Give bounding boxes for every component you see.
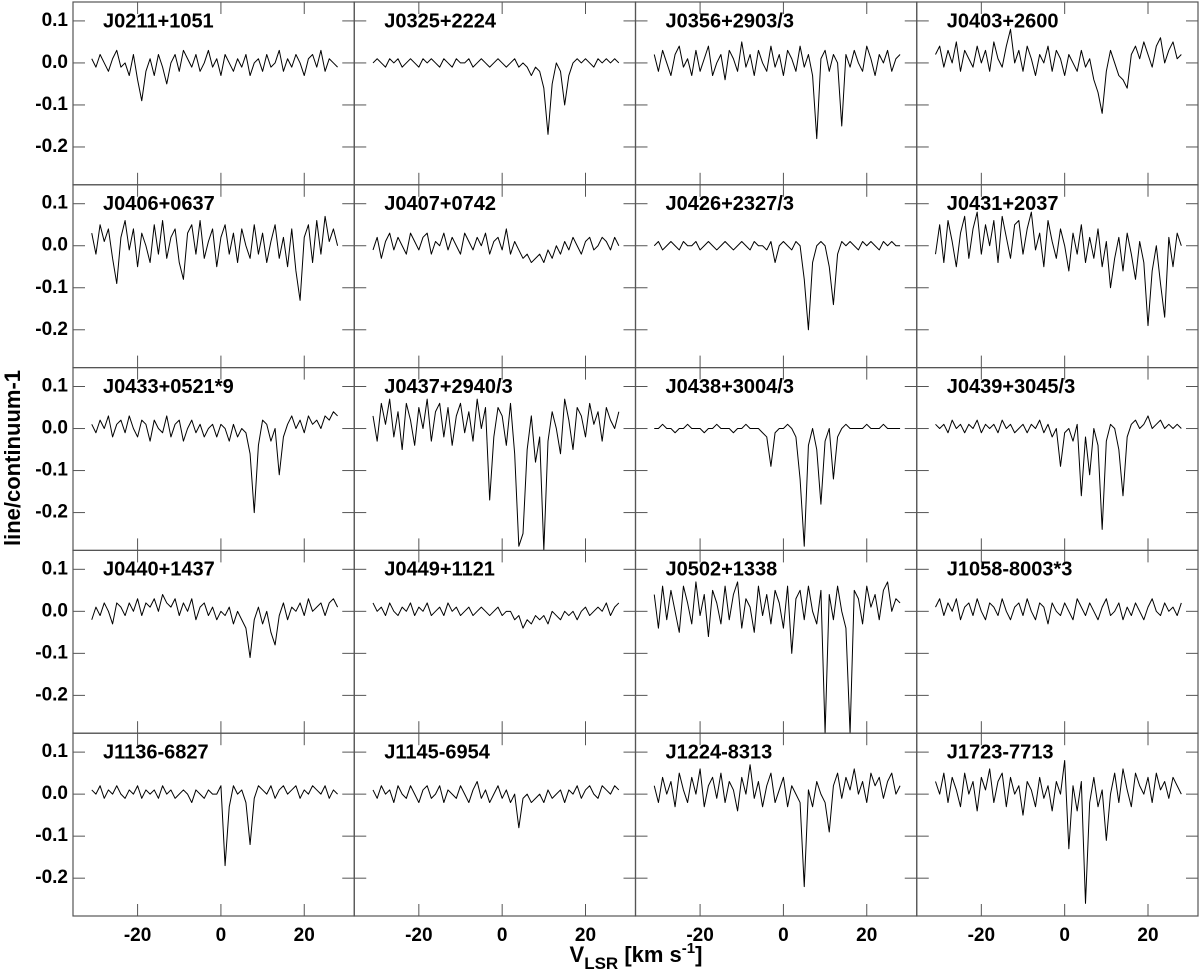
y-tick-label: -0.2: [35, 319, 68, 340]
spectrum-line: [654, 423, 901, 547]
x-label-sup: -1: [682, 940, 695, 957]
x-tick-label: -20: [686, 925, 713, 946]
x-tick-label: 20: [856, 925, 877, 946]
x-tick-label: 20: [575, 925, 596, 946]
panel-title: J0440+1437: [103, 559, 215, 581]
panel-title: J0407+0742: [384, 193, 496, 215]
panel-title: J1136-6827: [103, 741, 209, 763]
panel-title: J0439+3045/3: [947, 376, 1075, 398]
panel-title: J0449+1121: [384, 559, 495, 581]
y-tick-label: 0.1: [42, 376, 69, 397]
x-tick-label: -20: [968, 925, 995, 946]
y-tick-label: -0.1: [35, 825, 68, 846]
panel-title: J0426+2327/3: [666, 193, 794, 215]
spectrum-line: [372, 398, 620, 551]
spectrum-line: [935, 211, 1182, 327]
y-tick-label: -0.1: [35, 94, 68, 115]
x-label-part: V: [570, 942, 585, 967]
x-tick-label: 0: [497, 925, 508, 946]
y-tick-label: 0.0: [42, 783, 68, 804]
spectrum-line: [91, 594, 339, 659]
y-tick-label: -0.2: [35, 136, 68, 157]
spectrum-line: [935, 28, 1182, 114]
y-tick-label: -0.2: [35, 502, 68, 523]
panel-title: J0356+2903/3: [666, 10, 794, 32]
y-tick-label: -0.1: [35, 460, 68, 481]
panel-title: J0438+3004/3: [666, 376, 794, 398]
x-axis-label: VLSR [km s-1]: [570, 940, 703, 973]
panel-title: J0325+2224: [384, 10, 497, 32]
y-axis-label: line/continuum-1: [0, 370, 25, 546]
panel-title: J1058-8003*3: [947, 559, 1073, 581]
spectrum-line: [935, 415, 1182, 530]
spectrum-line: [372, 602, 620, 629]
panel-title: J0502+1338: [666, 559, 778, 581]
panel-title: J1224-8313: [666, 741, 773, 763]
spectrum-line: [935, 598, 1182, 625]
y-tick-label: -0.1: [35, 642, 68, 663]
y-tick-label: -0.1: [35, 277, 68, 298]
x-label-sub: LSR: [584, 954, 618, 973]
panel-title: J0437+2940/3: [384, 376, 512, 398]
spectrum-line: [91, 49, 338, 102]
spectrum-line: [372, 781, 620, 829]
panel-title: J0403+2600: [947, 10, 1059, 32]
spectrum-line: [91, 411, 338, 514]
panel-title: J0211+1051: [103, 10, 214, 32]
spectrum-line: [653, 241, 901, 331]
spectrum-line: [91, 785, 338, 867]
y-tick-label: 0.1: [42, 193, 69, 214]
spectrum-line: [91, 215, 339, 301]
spectrum-line: [372, 228, 620, 264]
y-tick-label: 0.1: [42, 10, 69, 31]
panel-title: J1145-6954: [384, 741, 491, 763]
panel-title: J0433+0521*9: [103, 376, 234, 398]
y-tick-label: 0.1: [42, 558, 69, 579]
x-tick-label: 0: [216, 925, 227, 946]
panel-title: J0431+2037: [947, 193, 1059, 215]
x-tick-label: 0: [1059, 925, 1070, 946]
x-tick-label: -20: [124, 925, 151, 946]
y-tick-label: 0.0: [42, 235, 68, 256]
y-tick-label: 0.0: [42, 600, 68, 621]
x-tick-label: 0: [778, 925, 789, 946]
spectrum-line: [372, 58, 620, 135]
panel-frame: [916, 732, 1199, 917]
x-label-part: ]: [695, 942, 702, 967]
y-tick-label: 0.1: [42, 741, 69, 762]
x-tick-label: 20: [1137, 925, 1158, 946]
spectrum-line: [653, 764, 901, 888]
x-label-part: [km s: [618, 942, 682, 967]
y-tick-label: 0.0: [42, 52, 68, 73]
spectrum-line: [653, 41, 901, 140]
panel-title: J1723-7713: [947, 741, 1054, 763]
spectrum-line: [935, 760, 1182, 904]
y-tick-label: 0.0: [42, 418, 68, 439]
x-tick-label: 20: [294, 925, 315, 946]
x-tick-label: -20: [405, 925, 432, 946]
panel-title: J0406+0637: [103, 193, 215, 215]
y-tick-label: -0.2: [35, 684, 68, 705]
spectrum-line: [653, 581, 901, 734]
y-tick-label: -0.2: [35, 867, 68, 888]
